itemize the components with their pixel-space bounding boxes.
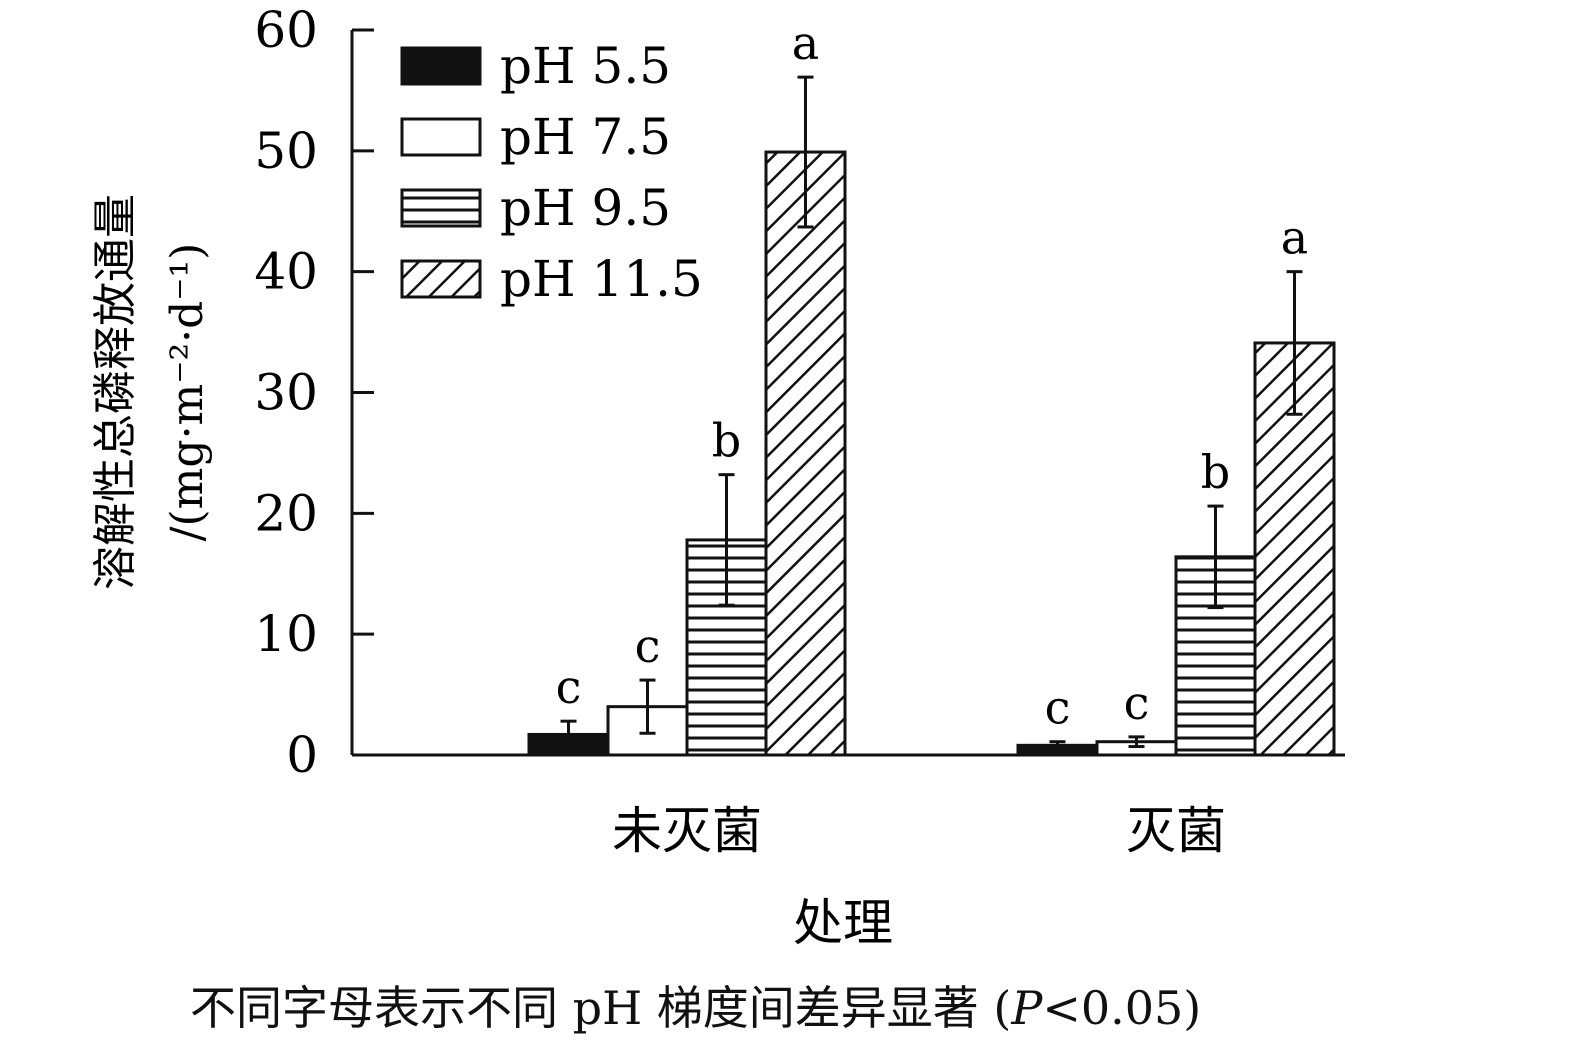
- y-tick-label: 0: [286, 726, 318, 784]
- y-tick-label: 40: [254, 243, 318, 301]
- y-axis-title: 溶解性总磷释放通量 /(mg·m⁻²·d⁻¹): [90, 194, 213, 590]
- note-p-symbol: P: [1011, 981, 1043, 1035]
- y-tick-label: 60: [254, 1, 318, 59]
- note-text: 不同字母表示不同 pH 梯度间差异显著 (: [190, 981, 1012, 1035]
- legend-swatch: [400, 188, 482, 228]
- legend-swatch: [400, 259, 482, 299]
- significance-letter: c: [635, 619, 661, 673]
- significance-letter: c: [1124, 676, 1150, 730]
- significance-letter: a: [1281, 211, 1308, 265]
- legend-label: pH 7.5: [500, 108, 671, 166]
- x-axis-title: 处理: [793, 894, 893, 952]
- x-category-label: 未灭菌: [612, 802, 762, 860]
- legend-label: pH 9.5: [500, 179, 671, 237]
- y-axis-title-line2: /(mg·m⁻²·d⁻¹): [162, 243, 213, 542]
- y-tick-label: 30: [254, 364, 318, 422]
- x-category-label: 灭菌: [1126, 802, 1226, 860]
- y-tick-label: 10: [254, 605, 318, 663]
- significance-letter: a: [792, 16, 819, 70]
- y-tick-label: 50: [254, 122, 318, 180]
- legend-label: pH 11.5: [500, 250, 703, 308]
- legend-swatch: [400, 117, 482, 157]
- legend-swatch: [400, 46, 482, 86]
- bar: [764, 150, 847, 757]
- legend-label: pH 5.5: [500, 37, 671, 95]
- significance-letter: c: [1045, 681, 1071, 735]
- significance-letter: b: [712, 414, 741, 468]
- significance-letter: b: [1201, 445, 1230, 499]
- legend: pH 5.5 pH 7.5 pH 9.5 pH 11.5: [400, 37, 703, 308]
- significance-letter: c: [556, 660, 582, 714]
- significance-note: 不同字母表示不同 pH 梯度间差异显著 (P<0.05): [190, 968, 1560, 1048]
- y-axis-title-line1: 溶解性总磷释放通量: [90, 194, 141, 590]
- note-text-end: <0.05): [1042, 981, 1202, 1035]
- axes: 0 10 20 30 40 50 60: [254, 1, 1345, 784]
- y-tick-label: 20: [254, 484, 318, 542]
